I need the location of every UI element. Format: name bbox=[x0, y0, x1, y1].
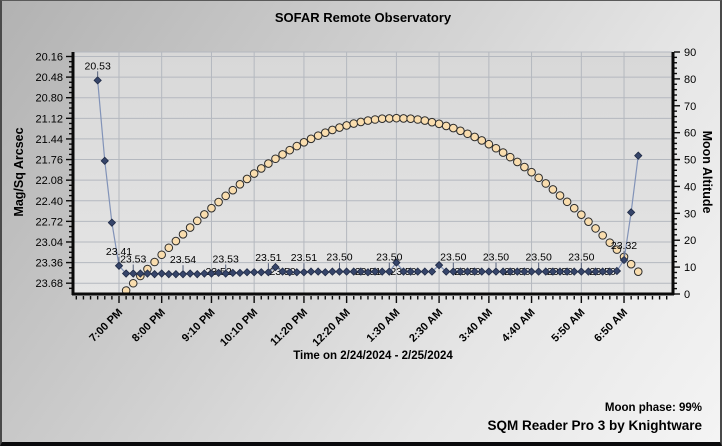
svg-text:20.80: 20.80 bbox=[35, 93, 63, 105]
svg-text:40: 40 bbox=[684, 181, 696, 193]
plot-area bbox=[74, 52, 672, 294]
svg-text:23.68: 23.68 bbox=[35, 278, 63, 290]
svg-text:60: 60 bbox=[684, 128, 696, 140]
svg-text:9:10 PM: 9:10 PM bbox=[180, 307, 218, 345]
svg-text:5:50 AM: 5:50 AM bbox=[549, 307, 587, 345]
svg-text:90: 90 bbox=[684, 47, 696, 59]
x-axis-title: Time on 2/24/2024 - 2/25/2024 bbox=[293, 350, 453, 362]
svg-text:20.16: 20.16 bbox=[35, 52, 63, 64]
svg-text:23.50: 23.50 bbox=[526, 252, 552, 264]
svg-text:8:00 PM: 8:00 PM bbox=[130, 307, 168, 345]
moon-series bbox=[121, 113, 643, 295]
svg-text:23.50: 23.50 bbox=[440, 252, 466, 264]
svg-text:50: 50 bbox=[684, 155, 696, 167]
svg-text:4:40 AM: 4:40 AM bbox=[500, 307, 538, 345]
svg-text:20.53: 20.53 bbox=[85, 60, 111, 72]
svg-text:23.53: 23.53 bbox=[213, 254, 239, 266]
right-axis-title: Moon Altitude bbox=[700, 130, 714, 214]
svg-text:6:50 AM: 6:50 AM bbox=[592, 307, 630, 345]
svg-text:70: 70 bbox=[684, 101, 696, 113]
moon-phase-label: Moon phase: 99% bbox=[604, 402, 702, 414]
svg-text:23.50: 23.50 bbox=[568, 252, 594, 264]
chart-title: SOFAR Remote Observatory bbox=[274, 10, 452, 25]
svg-text:23.32: 23.32 bbox=[611, 240, 637, 252]
svg-text:21.12: 21.12 bbox=[35, 113, 63, 125]
svg-text:23.54: 23.54 bbox=[170, 254, 196, 266]
svg-text:0: 0 bbox=[684, 289, 690, 301]
svg-text:23.50: 23.50 bbox=[483, 252, 509, 264]
svg-text:1:30 AM: 1:30 AM bbox=[364, 307, 402, 345]
svg-text:2:30 AM: 2:30 AM bbox=[407, 307, 445, 345]
svg-text:22.72: 22.72 bbox=[35, 216, 63, 228]
sqm-series bbox=[93, 76, 643, 279]
left-axis-title: Mag/Sq Arcsec bbox=[12, 127, 26, 217]
svg-text:23.36: 23.36 bbox=[35, 258, 63, 270]
svg-text:23.04: 23.04 bbox=[35, 237, 63, 249]
svg-text:21.44: 21.44 bbox=[35, 134, 63, 146]
svg-text:22.08: 22.08 bbox=[35, 175, 63, 187]
right-axis: 0 10 20 30 40 50 60 70 80 90 bbox=[674, 47, 696, 301]
svg-text:23.50: 23.50 bbox=[376, 252, 402, 264]
svg-text:23.51: 23.51 bbox=[291, 252, 317, 264]
svg-text:20.48: 20.48 bbox=[35, 72, 63, 84]
svg-text:23.50: 23.50 bbox=[326, 252, 352, 264]
svg-text:23.53: 23.53 bbox=[120, 254, 146, 266]
app-branding-label: SQM Reader Pro 3 by Knightware bbox=[487, 418, 702, 433]
axes bbox=[71, 52, 675, 296]
svg-text:10:10 PM: 10:10 PM bbox=[218, 307, 260, 349]
svg-text:23.41: 23.41 bbox=[106, 246, 132, 258]
x-axis: 7:00 PM 8:00 PM 9:10 PM 10:10 PM 11:20 PM 12:… bbox=[75, 296, 668, 349]
left-axis: 20.16 20.48 20.80 21.12 21.44 21.76 22.08 22.40… bbox=[35, 52, 72, 290]
svg-text:80: 80 bbox=[684, 74, 696, 86]
gridlines bbox=[74, 51, 672, 294]
svg-text:21.76: 21.76 bbox=[35, 155, 63, 167]
svg-text:12:20 AM: 12:20 AM bbox=[310, 307, 352, 349]
svg-text:7:00 PM: 7:00 PM bbox=[87, 307, 125, 345]
svg-text:11:20 PM: 11:20 PM bbox=[268, 307, 310, 349]
svg-text:23.51: 23.51 bbox=[255, 252, 281, 264]
svg-text:10: 10 bbox=[684, 262, 696, 274]
svg-text:30: 30 bbox=[684, 208, 696, 220]
svg-text:22.40: 22.40 bbox=[35, 196, 63, 208]
svg-text:3:40 AM: 3:40 AM bbox=[457, 307, 495, 345]
svg-text:20: 20 bbox=[684, 235, 696, 247]
